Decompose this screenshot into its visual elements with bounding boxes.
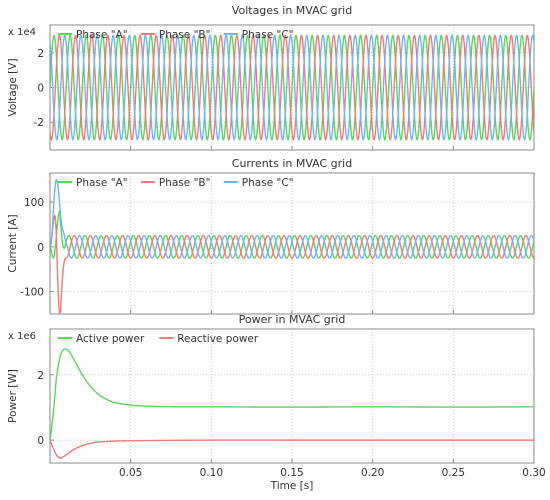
legend-label: Phase "C" <box>242 177 294 189</box>
chart-panel-2: Currents in MVAC grid 100 0 -100 Current [A]… <box>7 157 535 315</box>
series-line-3 <box>50 34 534 141</box>
y-tick-label: 100 <box>24 197 44 209</box>
y-tick-label: -2 <box>34 117 44 129</box>
x-tick-label: 0.30 <box>522 467 545 479</box>
series-line-2 <box>50 439 534 459</box>
x-tick-label: 0.25 <box>442 467 465 479</box>
x-tick-label: 0.15 <box>280 467 303 479</box>
series-line-1 <box>50 34 534 141</box>
legend-label: Phase "B" <box>159 29 211 41</box>
series-line-2 <box>50 214 534 314</box>
y-multiplier: x 1e4 <box>8 27 36 38</box>
y-axis-label: Current [A] <box>7 214 19 272</box>
chart-title: Voltages in MVAC grid <box>232 4 352 17</box>
series-group <box>50 178 534 314</box>
legend-label: Phase "A" <box>76 29 128 41</box>
series-line-1 <box>50 348 534 441</box>
y-tick-label: 2 <box>37 48 44 60</box>
y-tick-label: 2 <box>37 370 44 382</box>
y-tick-label: 0 <box>37 83 44 95</box>
y-tick-label: 0 <box>37 435 44 447</box>
x-tick-label: 0.20 <box>361 467 384 479</box>
legend: Phase "A" Phase "B" Phase "C" <box>58 177 293 189</box>
y-axis-label: Voltage [V] <box>7 58 19 116</box>
chart-title: Currents in MVAC grid <box>232 157 352 170</box>
y-multiplier: x 1e6 <box>8 331 36 342</box>
y-axis-label: Power [W] <box>7 369 19 423</box>
legend-label: Phase "B" <box>159 177 211 189</box>
legend-label: Reactive power <box>177 333 259 345</box>
legend: Active power Reactive power <box>58 333 259 345</box>
legend-label: Active power <box>76 333 145 345</box>
series-line-2 <box>50 34 534 141</box>
legend: Phase "A" Phase "B" Phase "C" <box>58 29 293 41</box>
x-tick-label: 0.10 <box>200 467 223 479</box>
y-tick-label: 0 <box>37 242 44 254</box>
chart-panel-1: Voltages in MVAC grid 2 0 -2 Voltage [V] x 1e… <box>7 4 535 151</box>
x-axis-label: Time [s] <box>270 480 314 492</box>
series-group <box>50 34 534 141</box>
series-group <box>50 348 534 459</box>
legend-label: Phase "A" <box>76 177 128 189</box>
x-tick-label: 0.05 <box>119 467 142 479</box>
series-line-3 <box>50 178 534 259</box>
chart-panel-3: Power in MVAC grid 0.05 0.10 0.15 0.20 0.25 0.… <box>7 313 546 492</box>
chart-title: Power in MVAC grid <box>239 313 346 326</box>
legend-label: Phase "C" <box>242 29 294 41</box>
y-tick-label: -100 <box>20 287 44 299</box>
